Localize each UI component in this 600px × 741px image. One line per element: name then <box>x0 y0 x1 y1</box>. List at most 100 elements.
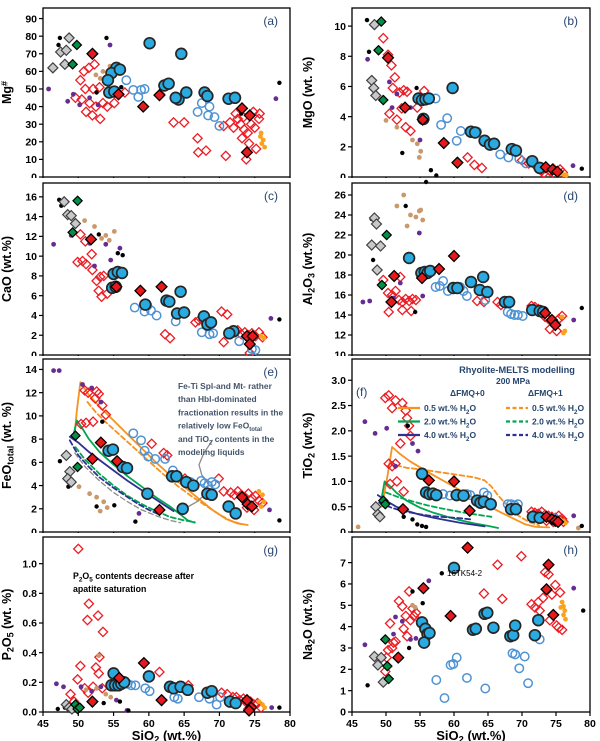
data-point <box>389 71 401 83</box>
data-point <box>94 685 99 691</box>
y-tick-label: 10 <box>25 251 37 263</box>
series-red-filled <box>385 249 562 332</box>
y-tick-label: 8 <box>340 51 346 63</box>
panel-letter: (h) <box>563 543 578 557</box>
data-point <box>387 79 392 85</box>
data-point <box>223 327 236 340</box>
data-point <box>115 266 129 280</box>
data-point <box>377 94 389 106</box>
annotation-text: apatite saturation <box>73 584 146 594</box>
legend-col-header: ΔFMQ+1 <box>528 388 563 398</box>
data-point <box>563 616 568 622</box>
data-point <box>76 484 82 490</box>
data-point <box>161 449 173 461</box>
y-tick-label: 16 <box>334 290 346 302</box>
data-point <box>561 612 566 618</box>
data-point <box>108 257 114 263</box>
y-axis-title: Na2O (wt.%) <box>301 589 317 660</box>
data-point <box>415 448 421 454</box>
data-point <box>112 671 126 685</box>
data-point <box>192 146 204 158</box>
data-point <box>428 168 434 173</box>
y-tick-label: 10 <box>25 154 37 166</box>
data-point <box>174 285 187 298</box>
data-point <box>110 280 123 294</box>
data-point <box>439 693 450 704</box>
data-point <box>67 226 79 238</box>
data-point <box>355 524 361 530</box>
data-point <box>383 673 395 685</box>
data-point <box>242 127 254 139</box>
data-point <box>384 425 390 431</box>
panel-letter: (a) <box>263 14 278 28</box>
series-red-filled <box>86 656 258 717</box>
data-point <box>410 607 422 619</box>
data-point <box>384 478 396 490</box>
data-point <box>471 295 483 307</box>
data-point <box>551 165 564 178</box>
y-tick-label: 0 <box>31 350 37 356</box>
y-tick-label: 3 <box>340 643 346 655</box>
data-series <box>355 389 584 531</box>
data-point <box>150 453 161 464</box>
data-series <box>54 543 282 717</box>
series-purple <box>51 368 272 516</box>
data-point <box>93 667 105 679</box>
data-point <box>130 680 141 691</box>
data-point <box>178 116 190 128</box>
data-point <box>387 637 399 649</box>
series-blue-filled <box>415 467 546 525</box>
data-point <box>462 151 474 163</box>
data-point <box>254 108 266 120</box>
legend-label: 0.5 wt.% H2O <box>532 403 584 416</box>
y-tick-label: 4 <box>340 621 346 633</box>
data-point <box>108 97 120 109</box>
data-point <box>402 251 416 265</box>
data-point <box>386 402 398 414</box>
data-point <box>417 636 431 649</box>
series-red-filled <box>381 51 564 178</box>
data-point <box>256 699 262 704</box>
series-gray <box>47 32 75 74</box>
data-point <box>570 163 576 169</box>
series-green <box>376 229 393 291</box>
data-point <box>101 101 113 113</box>
data-point <box>515 550 527 562</box>
series-gray <box>369 500 386 523</box>
data-point <box>401 630 413 642</box>
data-point <box>416 230 422 236</box>
data-point <box>267 507 272 513</box>
data-point <box>262 144 267 150</box>
data-point <box>581 608 586 613</box>
data-point <box>417 581 430 595</box>
model-curve-green-dashed <box>74 446 196 523</box>
y-tick-label: 30 <box>25 119 37 131</box>
data-point <box>415 467 429 481</box>
data-point <box>416 208 422 214</box>
data-point <box>571 585 577 591</box>
data-point <box>549 579 561 591</box>
model-curve-green-dashed <box>385 491 493 518</box>
data-point <box>436 119 447 130</box>
data-point <box>86 47 99 61</box>
y-tick-label: 12 <box>25 387 37 399</box>
data-point <box>72 256 84 268</box>
data-point <box>372 431 378 436</box>
x-tick-label: 45 <box>346 718 358 730</box>
data-point <box>119 85 124 90</box>
model-curve-orange-solid <box>381 446 551 529</box>
data-point <box>447 561 461 575</box>
data-point <box>112 87 125 101</box>
data-point <box>96 399 108 411</box>
data-point <box>422 92 436 105</box>
data-point <box>418 148 424 154</box>
series-blue-filled <box>402 251 550 319</box>
model-curve-navy-solid <box>68 435 175 512</box>
data-point <box>221 308 233 320</box>
data-point <box>480 683 491 694</box>
series-blue-filled <box>102 443 242 520</box>
data-point <box>70 430 81 442</box>
data-point <box>394 437 406 449</box>
y-tick-label: 0 <box>340 707 346 719</box>
data-point <box>235 490 249 504</box>
